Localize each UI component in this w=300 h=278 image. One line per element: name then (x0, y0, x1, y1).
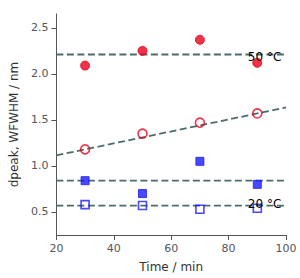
svg-text:40: 40 (107, 242, 121, 255)
svg-text:50 °C: 50 °C (248, 50, 281, 64)
svg-text:80: 80 (222, 242, 236, 255)
svg-text:20: 20 (49, 242, 63, 255)
svg-text:2.5: 2.5 (31, 21, 49, 34)
svg-text:0.5: 0.5 (31, 205, 49, 218)
svg-text:1.0: 1.0 (31, 159, 49, 172)
svg-text:60: 60 (164, 242, 178, 255)
svg-text:2.0: 2.0 (31, 67, 49, 80)
svg-text:1.5: 1.5 (31, 113, 49, 126)
svg-text:100: 100 (276, 242, 297, 255)
svg-text:20 °C: 20 °C (248, 197, 281, 211)
svg-text:dpeak, WFWHM / nm: dpeak, WFWHM / nm (7, 62, 21, 188)
svg-text:Time / min: Time / min (138, 260, 203, 274)
